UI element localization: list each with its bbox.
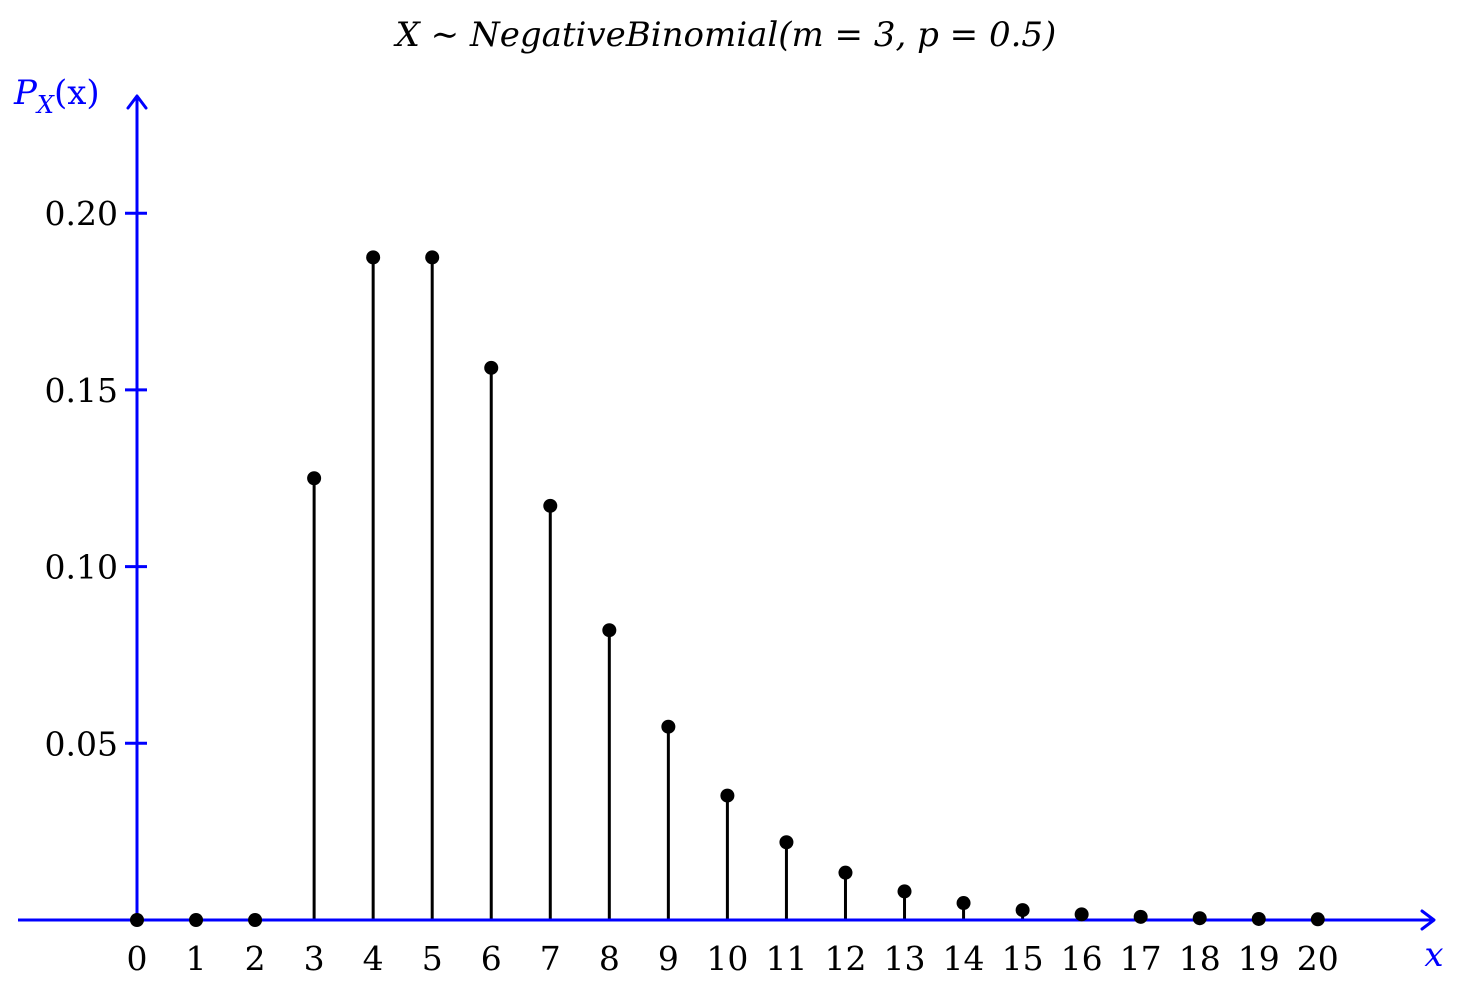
data-point bbox=[1133, 909, 1148, 924]
data-point bbox=[661, 719, 676, 734]
y-axis-arrow-icon bbox=[126, 94, 148, 110]
data-point bbox=[425, 250, 440, 265]
y-axis-label: PX(x) bbox=[13, 73, 100, 119]
x-tick-label: 17 bbox=[1120, 939, 1162, 978]
y-axis-label-sub: X bbox=[35, 91, 55, 119]
chart-title: X ∼ NegativeBinomial(m = 3, p = 0.5) bbox=[393, 15, 1057, 55]
data-point bbox=[720, 788, 735, 803]
data-point bbox=[1074, 907, 1089, 922]
data-point bbox=[897, 884, 912, 899]
x-tick-label: 18 bbox=[1179, 939, 1221, 978]
points-group bbox=[130, 250, 1325, 927]
x-tick-label: 6 bbox=[481, 939, 502, 978]
y-tick-label: 0.10 bbox=[45, 548, 118, 587]
x-ticks-group: 0 1 2 3 4 5 6 7 8 9 10 11 12 13 14 15 16 17 18 19 20 bbox=[127, 939, 1339, 978]
x-tick-label: 20 bbox=[1297, 939, 1339, 978]
x-tick-label: 15 bbox=[1002, 939, 1044, 978]
data-point bbox=[130, 913, 144, 927]
data-point bbox=[1310, 912, 1325, 927]
x-tick-label: 1 bbox=[186, 939, 207, 978]
stems-group bbox=[312, 257, 1084, 920]
x-tick-label: 8 bbox=[599, 939, 620, 978]
data-point bbox=[248, 913, 263, 927]
data-point bbox=[1015, 903, 1030, 918]
x-tick-label: 11 bbox=[765, 939, 807, 978]
y-axis-label-arg: (x) bbox=[54, 73, 100, 113]
data-point bbox=[1192, 911, 1207, 926]
x-axis-label: x bbox=[1424, 935, 1443, 975]
data-point bbox=[366, 250, 381, 265]
data-point bbox=[956, 896, 971, 911]
x-tick-label: 12 bbox=[824, 939, 866, 978]
x-tick-label: 16 bbox=[1061, 939, 1103, 978]
x-tick-label: 4 bbox=[363, 939, 384, 978]
x-tick-label: 10 bbox=[706, 939, 748, 978]
x-tick-label: 19 bbox=[1238, 939, 1280, 978]
x-tick-label: 14 bbox=[943, 939, 985, 978]
data-point bbox=[838, 865, 853, 880]
x-tick-label: 13 bbox=[884, 939, 926, 978]
x-tick-label: 7 bbox=[540, 939, 561, 978]
data-point bbox=[1251, 911, 1266, 926]
data-point bbox=[779, 835, 794, 850]
data-point bbox=[307, 471, 322, 486]
y-tick-label: 0.20 bbox=[45, 194, 118, 233]
y-axis-label-main: P bbox=[13, 73, 38, 113]
x-axis-arrow-icon bbox=[1420, 909, 1436, 931]
y-tick-label: 0.05 bbox=[45, 724, 118, 763]
x-tick-label: 5 bbox=[422, 939, 443, 978]
x-tick-label: 2 bbox=[245, 939, 266, 978]
data-point bbox=[602, 623, 617, 638]
data-point bbox=[189, 913, 204, 927]
y-tick-label: 0.15 bbox=[45, 371, 118, 410]
x-tick-label: 3 bbox=[304, 939, 325, 978]
data-point bbox=[543, 498, 558, 513]
x-tick-label: 9 bbox=[658, 939, 679, 978]
data-point bbox=[484, 360, 499, 375]
x-tick-label: 0 bbox=[127, 939, 148, 978]
y-ticks-group: 0.05 0.10 0.15 0.20 bbox=[45, 194, 147, 763]
